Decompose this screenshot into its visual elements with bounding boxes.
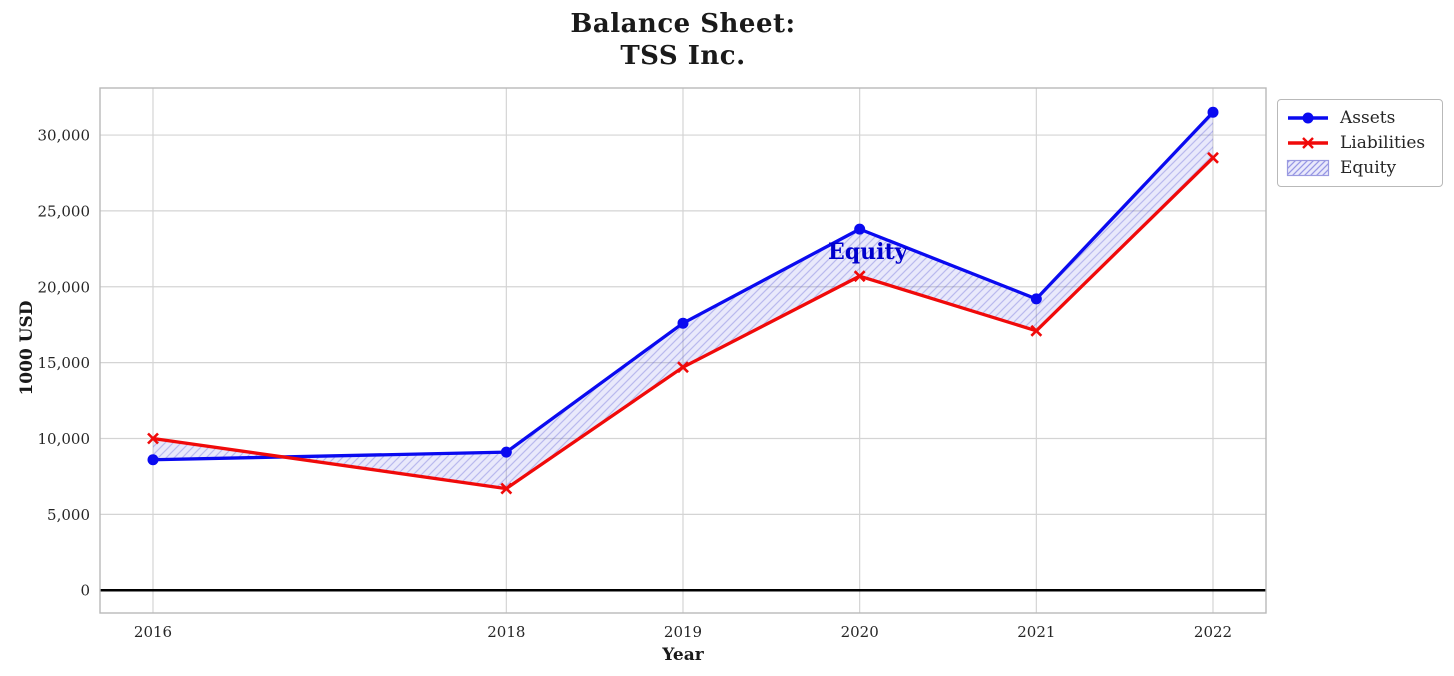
series-line-liabilities	[152, 156, 1215, 491]
assets-line-icon	[1288, 112, 1328, 124]
x-tick-label: 2021	[1017, 623, 1055, 641]
data-point-assets	[677, 317, 689, 329]
data-point-liabilities	[500, 482, 513, 495]
x-axis-label: Year	[662, 645, 704, 665]
data-point-assets	[500, 446, 512, 458]
x-tick-label: 2016	[134, 623, 172, 641]
y-tick-label: 5,000	[47, 506, 90, 524]
chart-title: Balance Sheet: TSS Inc.	[570, 9, 796, 71]
legend-entry-equity: Equity	[1286, 158, 1434, 178]
data-point-assets	[1030, 293, 1042, 305]
data-point-liabilities	[1030, 324, 1043, 337]
data-point-assets	[854, 223, 866, 235]
data-point-liabilities	[147, 432, 159, 445]
legend-label-liabilities: Liabilities	[1340, 132, 1426, 153]
data-point-liabilities	[853, 270, 866, 283]
y-tick-label: 20,000	[38, 278, 91, 296]
series-line-assets	[152, 111, 1215, 462]
equity-patch-icon	[1286, 160, 1330, 177]
x-tick-label: 2022	[1194, 623, 1232, 641]
y-tick-label: 25,000	[38, 202, 91, 220]
legend-entry-assets: Assets	[1286, 108, 1434, 128]
x-tick-label: 2019	[664, 623, 702, 641]
legend-label-equity: Equity	[1340, 158, 1397, 179]
x-tick-label: 2020	[841, 623, 879, 641]
equity-fill-hatch	[153, 112, 1213, 489]
equity-annotation: Equity	[828, 239, 909, 265]
legend-label-assets: Assets	[1340, 107, 1396, 128]
x-tick-label: 2018	[487, 623, 525, 641]
legend-entry-liabilities: Liabilities	[1286, 133, 1434, 153]
legend: Assets Liabilities Equity	[1277, 99, 1443, 187]
y-tick-label: 0	[80, 582, 90, 600]
y-tick-label: 30,000	[38, 127, 91, 145]
y-tick-label: 10,000	[38, 430, 91, 448]
y-tick-label: 15,000	[38, 354, 91, 372]
data-point-liabilities	[1207, 151, 1219, 164]
data-point-assets	[147, 454, 159, 466]
data-point-assets	[1207, 106, 1219, 118]
data-point-liabilities	[677, 361, 689, 374]
liabilities-line-icon	[1288, 137, 1328, 149]
plot-border	[99, 87, 1267, 614]
